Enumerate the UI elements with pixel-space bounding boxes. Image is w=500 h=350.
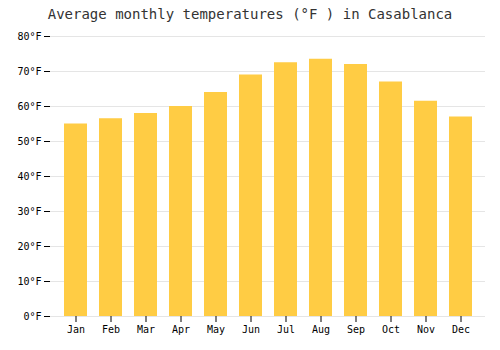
svg-text:60°F: 60°F (17, 101, 41, 112)
svg-text:80°F: 80°F (17, 31, 41, 42)
svg-text:Jan: Jan (67, 324, 85, 335)
svg-text:Dec: Dec (452, 324, 470, 335)
svg-text:Jun: Jun (242, 324, 260, 335)
svg-text:40°F: 40°F (17, 171, 41, 182)
svg-text:Sep: Sep (347, 324, 365, 335)
html-text:Average monthly temperatures (: Average monthly temperatures (°F ) in Ca… (47, 6, 453, 22)
svg-text:Nov: Nov (417, 324, 435, 335)
svg-text:50°F: 50°F (17, 136, 41, 147)
svg-text:Jul: Jul (277, 324, 295, 335)
svg-text:Apr: Apr (172, 324, 190, 335)
svg-text:20°F: 20°F (17, 241, 41, 252)
svg-text:Aug: Aug (312, 324, 330, 335)
svg-text:0°F: 0°F (23, 311, 41, 322)
svg-text:Mar: Mar (137, 324, 155, 335)
svg-text:Feb: Feb (102, 324, 120, 335)
svg-text:30°F: 30°F (17, 206, 41, 217)
svg-text:70°F: 70°F (17, 66, 41, 77)
svg-text:10°F: 10°F (17, 276, 41, 287)
svg-text:May: May (207, 324, 225, 335)
svg-text:Oct: Oct (382, 324, 400, 335)
